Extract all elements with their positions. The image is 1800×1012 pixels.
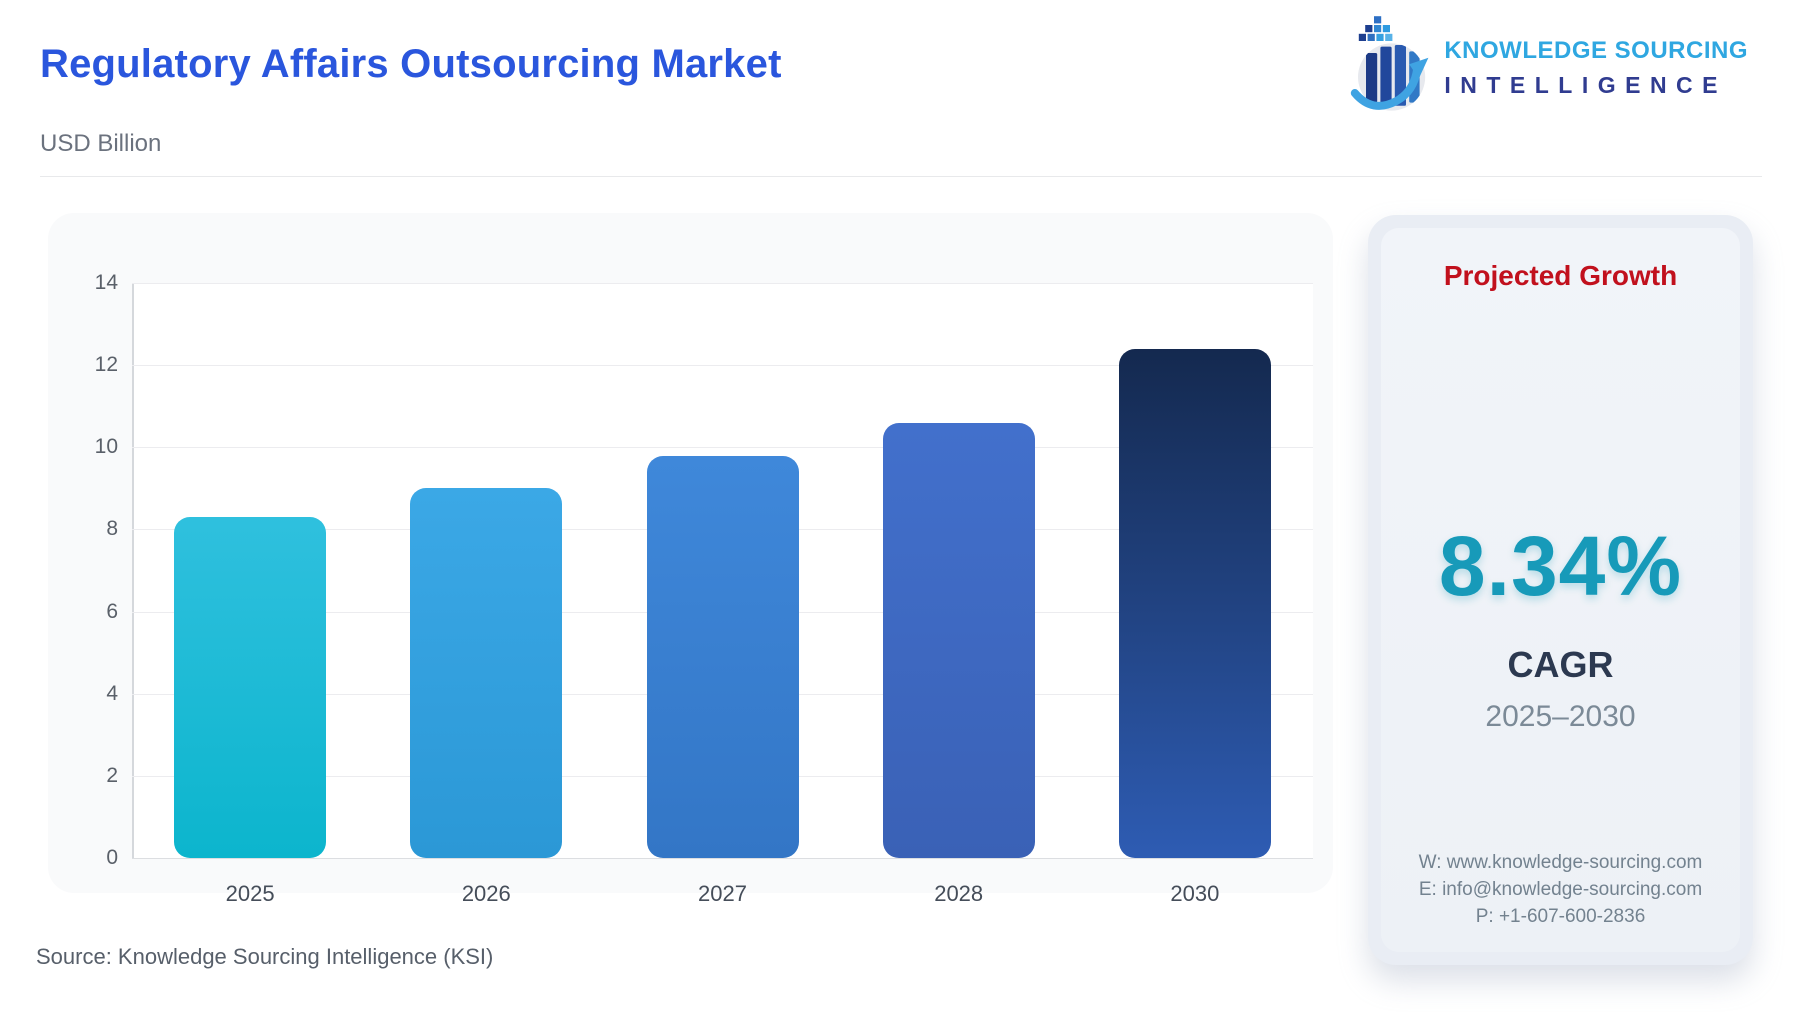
x-axis-line (132, 858, 1313, 859)
x-tick-label-2028: 2028 (934, 881, 984, 906)
bar-2028 (882, 422, 1035, 858)
bar-2030 (1118, 348, 1271, 858)
gridline (132, 365, 1313, 367)
gridline (132, 283, 1313, 284)
x-tick-label-2027: 2027 (698, 881, 747, 906)
x-tick-label-2025: 2025 (225, 881, 275, 906)
contact-website: W: www.knowledge-sourcing.com (1418, 852, 1703, 873)
page-title: Regulatory Affairs Outsourcing Market (40, 42, 782, 86)
y-tick-label: 6 (106, 599, 118, 623)
chart-card: 0 2 4 6 8 10 12 14 2025 2026 2027 2028 2030 (48, 213, 1333, 906)
brand-logo-icon (1350, 14, 1430, 121)
y-tick-label: 8 (106, 517, 118, 541)
brand-name-line2: INTELLIGENCE (1444, 71, 1727, 98)
projected-growth-panel: Projected Growth 8.34% CAGR 2025–2030 W:… (1368, 215, 1753, 965)
header-divider (40, 176, 1762, 177)
source-note: Source: Knowledge Sourcing Intelligence … (36, 944, 494, 969)
contact-email: E: info@knowledge-sourcing.com (1418, 879, 1703, 900)
contact-phone: P: +1-607-600-2836 (1475, 906, 1646, 927)
brand-name-line1: KNOWLEDGE SOURCING (1444, 36, 1748, 64)
brand-logo: KNOWLEDGE SOURCING INTELLIGENCE (1350, 14, 1748, 121)
contact-block: W: www.knowledge-sourcing.com E: info@kn… (1381, 849, 1740, 930)
chart-unit-label: USD Billion (40, 130, 162, 157)
panel-title: Projected Growth (1443, 260, 1678, 291)
x-tick-label-2030: 2030 (1170, 881, 1220, 906)
bar-2026 (410, 488, 563, 858)
cagr-value: 8.34% (1438, 519, 1683, 613)
y-tick-label: 2 (106, 763, 118, 787)
cagr-period: 2025–2030 (1485, 700, 1636, 733)
y-axis-line (132, 283, 134, 859)
cagr-label: CAGR (1507, 644, 1614, 685)
bar-2027 (646, 455, 799, 858)
gridline (132, 447, 1313, 449)
y-tick-label: 4 (106, 681, 118, 705)
pixel-squares (1359, 16, 1393, 41)
y-tick-label: 14 (94, 271, 118, 294)
x-tick-label-2026: 2026 (461, 881, 511, 906)
y-tick-label: 12 (94, 353, 118, 377)
y-tick-label: 0 (106, 846, 118, 869)
y-tick-label: 10 (94, 435, 118, 459)
projected-growth-panel-inner: Projected Growth 8.34% CAGR 2025–2030 W:… (1381, 228, 1740, 952)
bar-2025 (174, 517, 327, 858)
